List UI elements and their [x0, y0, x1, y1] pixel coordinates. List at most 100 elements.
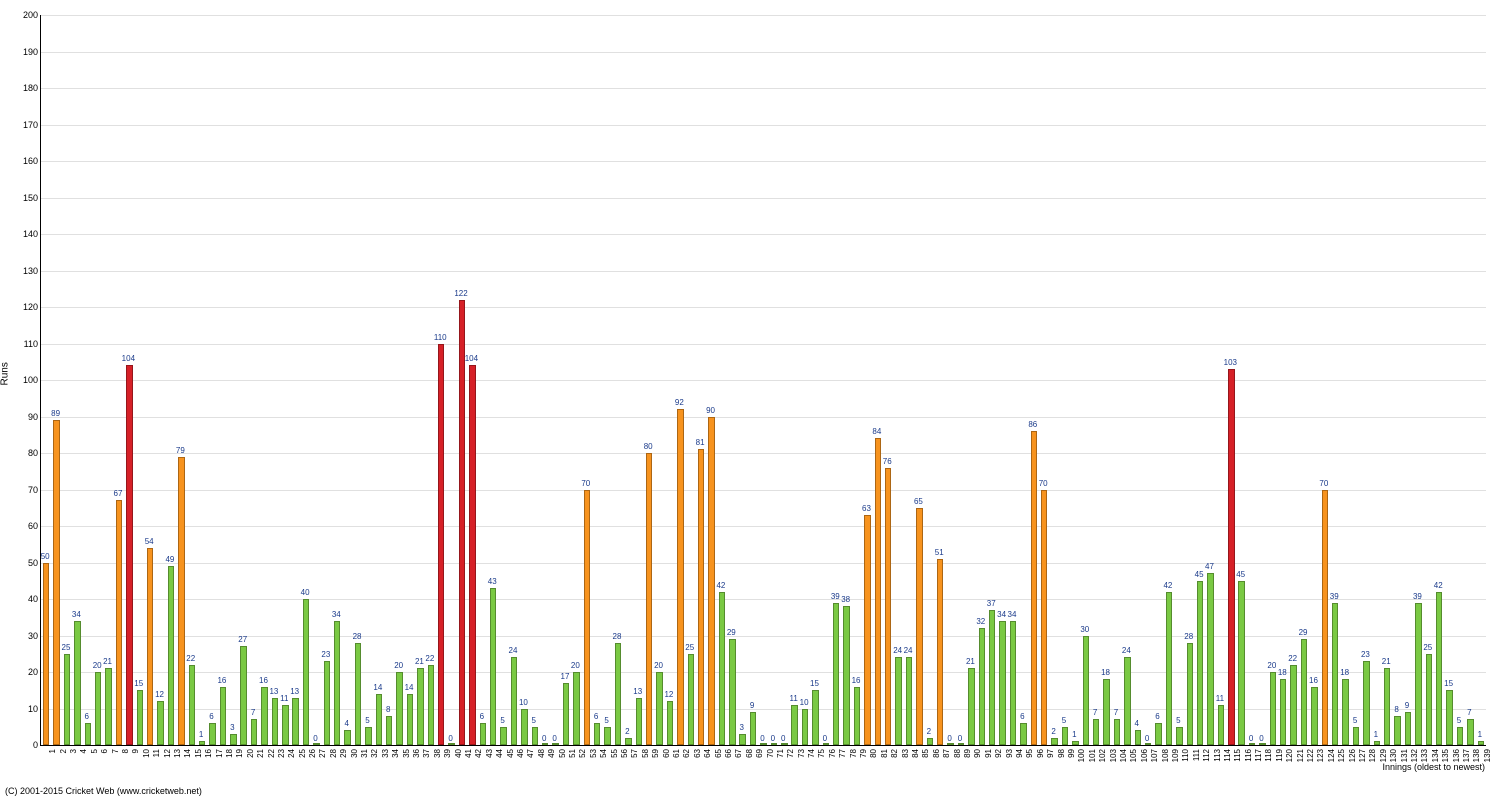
xtick-label: 130 — [1389, 749, 1398, 762]
xtick-label: 48 — [537, 749, 546, 758]
bar-value-label: 45 — [1195, 570, 1204, 579]
xtick-label: 34 — [391, 749, 400, 758]
bar-value-label: 25 — [1423, 643, 1432, 652]
bar — [958, 743, 964, 745]
bar — [1280, 679, 1286, 745]
bar — [1478, 741, 1484, 745]
bar-value-label: 7 — [251, 708, 255, 717]
bar — [542, 743, 548, 745]
bar — [64, 654, 70, 745]
xtick-label: 106 — [1140, 749, 1149, 762]
xtick-label: 28 — [329, 749, 338, 758]
bar-value-label: 43 — [488, 577, 497, 586]
bar-value-label: 24 — [509, 646, 518, 655]
bar — [1010, 621, 1016, 745]
xtick-label: 132 — [1410, 749, 1419, 762]
xtick-label: 31 — [360, 749, 369, 758]
ytick-label: 80 — [28, 448, 38, 458]
bar-value-label: 20 — [571, 661, 580, 670]
bar-value-label: 7 — [1093, 708, 1097, 717]
bar — [708, 417, 714, 746]
xtick-label: 94 — [1015, 749, 1024, 758]
xtick-label: 6 — [100, 749, 109, 753]
bar-value-label: 110 — [434, 333, 447, 342]
bar-value-label: 92 — [675, 398, 684, 407]
bar — [240, 646, 246, 745]
bar — [1384, 668, 1390, 745]
bar — [843, 606, 849, 745]
xtick-label: 38 — [433, 749, 442, 758]
xtick-label: 27 — [318, 749, 327, 758]
bar — [532, 727, 538, 745]
xtick-label: 14 — [183, 749, 192, 758]
bar-value-label: 79 — [176, 446, 185, 455]
xtick-label: 60 — [662, 749, 671, 758]
x-axis-label: Innings (oldest to newest) — [1382, 762, 1485, 772]
bar — [500, 727, 506, 745]
bar-value-label: 21 — [1382, 657, 1391, 666]
bar — [927, 738, 933, 745]
bar — [1145, 743, 1151, 745]
gridline — [41, 88, 1486, 89]
xtick-label: 76 — [828, 749, 837, 758]
bar — [937, 559, 943, 745]
xtick-label: 137 — [1462, 749, 1471, 762]
gridline — [41, 636, 1486, 637]
bar — [1020, 723, 1026, 745]
bar — [1342, 679, 1348, 745]
xtick-label: 20 — [246, 749, 255, 758]
xtick-label: 134 — [1431, 749, 1440, 762]
xtick-label: 102 — [1098, 749, 1107, 762]
bar — [1259, 743, 1265, 745]
bar — [1332, 603, 1338, 745]
bar — [719, 592, 725, 745]
xtick-label: 80 — [869, 749, 878, 758]
bar — [1155, 723, 1161, 745]
bar — [1062, 727, 1068, 745]
xtick-label: 93 — [1005, 749, 1014, 758]
bar-value-label: 11 — [1216, 694, 1224, 703]
bar-value-label: 2 — [625, 727, 629, 736]
bar-value-label: 8 — [386, 705, 390, 714]
xtick-label: 116 — [1244, 749, 1253, 762]
xtick-label: 73 — [797, 749, 806, 758]
bar — [282, 705, 288, 745]
xtick-label: 37 — [422, 749, 431, 758]
copyright-text: (C) 2001-2015 Cricket Web (www.cricketwe… — [5, 786, 202, 796]
bar-value-label: 50 — [41, 552, 50, 561]
bar — [573, 672, 579, 745]
bar-value-label: 0 — [1249, 734, 1253, 743]
ytick-label: 10 — [28, 704, 38, 714]
bar — [1290, 665, 1296, 745]
bar-value-label: 89 — [51, 409, 60, 418]
bar — [126, 365, 132, 745]
gridline — [41, 526, 1486, 527]
xtick-label: 84 — [911, 749, 920, 758]
bar — [209, 723, 215, 745]
xtick-label: 29 — [339, 749, 348, 758]
bar-value-label: 11 — [280, 694, 288, 703]
xtick-label: 103 — [1109, 749, 1118, 762]
xtick-label: 26 — [308, 749, 317, 758]
xtick-label: 35 — [402, 749, 411, 758]
bar-value-label: 70 — [1039, 479, 1048, 488]
bar — [688, 654, 694, 745]
xtick-label: 82 — [890, 749, 899, 758]
bar-value-label: 84 — [872, 427, 881, 436]
xtick-label: 63 — [693, 749, 702, 758]
bar — [168, 566, 174, 745]
bar — [355, 643, 361, 745]
ytick-label: 160 — [23, 156, 38, 166]
bar — [864, 515, 870, 745]
bar — [615, 643, 621, 745]
bar-value-label: 16 — [259, 676, 268, 685]
xtick-label: 4 — [79, 749, 88, 753]
bar — [563, 683, 569, 745]
xtick-label: 122 — [1306, 749, 1315, 762]
bar-value-label: 12 — [664, 690, 673, 699]
xtick-label: 44 — [495, 749, 504, 758]
xtick-label: 95 — [1025, 749, 1034, 758]
bar-value-label: 104 — [122, 354, 135, 363]
ytick-label: 90 — [28, 412, 38, 422]
xtick-label: 89 — [963, 749, 972, 758]
